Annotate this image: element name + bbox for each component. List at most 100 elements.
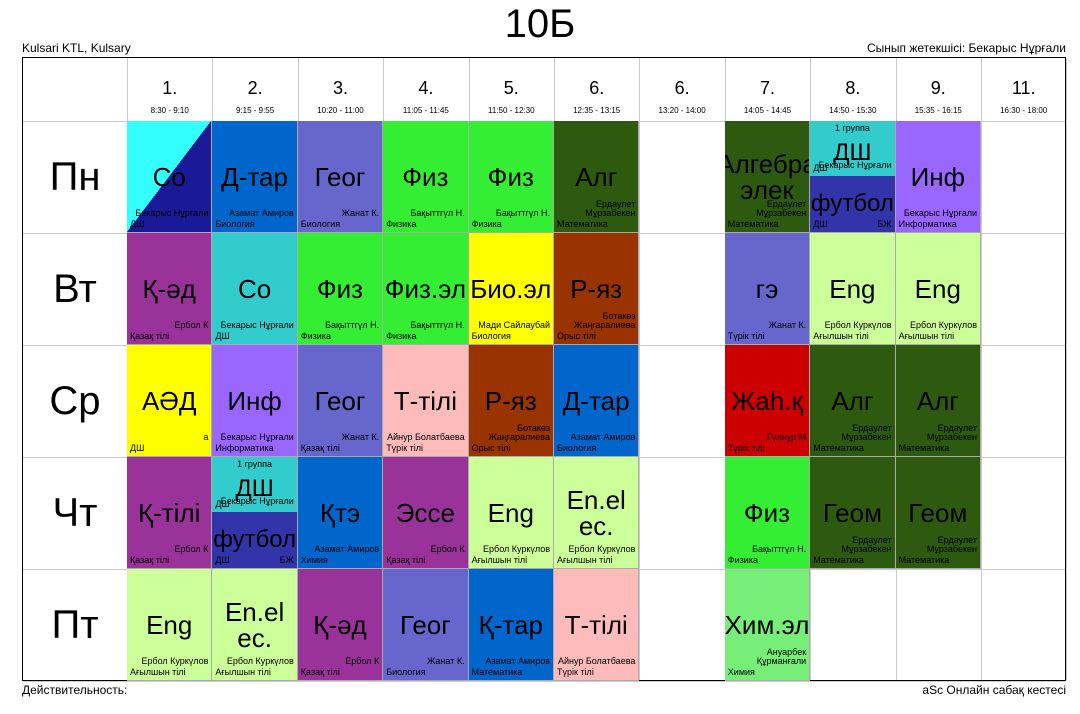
lesson-teacher: Бақыттгүл Н. [495, 208, 550, 218]
lesson-cell[interactable]: Эссе Ербол К Қазақ тілі [383, 457, 469, 569]
lesson-cell[interactable]: Со Бекарыс Нұрғали ДШ [127, 121, 213, 233]
lesson-cell[interactable]: Геог Жанат К. Биология [297, 121, 384, 233]
lesson-cell[interactable]: Жаһ.қ Гүлнұр М Түрік тілі [724, 345, 811, 457]
split-lesson-cell[interactable]: 1 группа ДШ Бекарыс Нұрғали ДШ футбол БЖ ДШ [810, 121, 896, 233]
lesson-teacher: Жанат К. [341, 432, 380, 442]
lesson-cell[interactable]: Eng Ербол Куркүлов Ағылшын тілі [895, 233, 981, 345]
lesson-cell[interactable]: Геом Ердаулет Мұрзабекен Математика [895, 457, 981, 569]
lesson-room: Қазақ тілі [300, 667, 340, 677]
lesson-subject: Со [152, 161, 186, 192]
lesson-room: Физика [300, 331, 331, 341]
lesson-cell[interactable]: Алг Ердаулет Мұрзабекен Математика [895, 345, 981, 457]
day-label: Чт [52, 490, 98, 535]
lesson-teacher: Ербол Куркүлов [483, 544, 550, 554]
lesson-cell[interactable]: Т-тілі Айнур Болатбаева Түрік тілі [554, 569, 640, 681]
group-lesson-bottom[interactable]: футбол БЖ ДШ [212, 512, 297, 568]
lesson-cell[interactable]: Р-яз Ботакөз Жаңгаралиева Орыс тілі [554, 233, 640, 345]
period-header: 5. 11:50 - 12:30 [469, 58, 554, 121]
lesson-cell[interactable]: Т-тілі Айнур Болатбаева Түрік тілі [383, 345, 469, 457]
lesson-room: Информатика [898, 219, 957, 229]
lesson-cell[interactable]: Физ Бақыттгүл Н. Физика [724, 457, 811, 569]
period-time: 14:50 - 15:30 [829, 106, 877, 115]
lesson-cell[interactable]: Физ Бақыттгүл Н. Физика [297, 233, 384, 345]
period-number: 5. [503, 78, 519, 98]
lesson-cell[interactable]: Инф Бекарыс Нұрғали Информатика [212, 345, 298, 457]
lesson-teacher: Азамат Амиров [229, 208, 294, 218]
group-lesson-top[interactable]: 1 группа ДШ Бекарыс Нұрғали ДШ [212, 457, 297, 512]
period-number: 6. [674, 78, 690, 98]
lesson-room: Түрік тілі [727, 331, 765, 341]
lesson-cell[interactable]: Физ.эл Бақыттгүл Н. Физика [383, 233, 469, 345]
lesson-room: ДШ [215, 499, 230, 509]
lesson-cell[interactable]: Eng Ербол Куркүлов Ағылшын тілі [810, 233, 896, 345]
lesson-cell[interactable]: Қ-тілі Ербол К Қазақ тілі [127, 457, 213, 569]
lesson-cell[interactable]: Қ-әд Ербол К Қазақ тілі [297, 569, 384, 681]
lesson-room: Ағылшын тілі [215, 667, 271, 677]
period-time: 14:05 - 14:45 [743, 106, 792, 115]
lesson-room: Химия [300, 555, 328, 565]
lesson-subject: Физ [743, 497, 791, 528]
lesson-cell[interactable]: En.el ec. Ербол Куркүлов Ағылшын тілі [212, 569, 298, 681]
period-header: 7. 14:05 - 14:45 [725, 58, 810, 121]
lesson-cell[interactable]: Алг Ердаулет Мұрзабекен Математика [554, 121, 640, 233]
lesson-room: ДШ [215, 555, 230, 565]
lesson-cell[interactable]: Геом Ердаулет Мұрзабекен Математика [810, 457, 896, 569]
lesson-teacher: Ануарбек Құрманғали [756, 647, 807, 666]
lesson-teacher: Ербол К [174, 320, 209, 330]
lesson-cell[interactable]: гэ Жанат К. Түрік тілі [724, 233, 811, 345]
lesson-subject: En.el ec. [566, 484, 626, 541]
grid-column-line [981, 58, 982, 680]
lesson-cell[interactable]: Хим.эл Ануарбек Құрманғали Химия [724, 569, 811, 681]
lesson-room: Қазақ тілі [386, 555, 426, 565]
lesson-cell[interactable]: Физ Бақыттгүл Н. Физика [383, 121, 469, 233]
lesson-subject: En.el ec. [224, 596, 285, 653]
period-time: 13:20 - 14:00 [658, 106, 706, 115]
lesson-cell[interactable]: Инф Бекарыс Нұрғали Информатика [895, 121, 981, 233]
grid-column-line [639, 58, 641, 680]
lesson-subject: футбол [810, 190, 894, 217]
lesson-subject: Алгебра элек [725, 148, 809, 205]
lesson-subject: Алг [575, 161, 618, 192]
lesson-room: Математика [813, 443, 864, 453]
lesson-subject: Эссе [395, 497, 455, 528]
lesson-cell[interactable]: АӘД а ДШ [127, 345, 213, 457]
lesson-teacher: Азамат Амиров [314, 544, 380, 554]
validity-label: Действительность: [22, 683, 128, 697]
lesson-cell[interactable]: Қ-тар Азамат Амиров Математика [468, 569, 554, 681]
lesson-room: Математика [727, 219, 779, 229]
lesson-room: Математика [557, 219, 608, 229]
lesson-teacher: а [203, 432, 209, 442]
group-lesson-top[interactable]: 1 группа ДШ Бекарыс Нұрғали ДШ [810, 121, 895, 176]
class-teacher: Сынып жетекшісі: Бекарыс Нұрғали [866, 41, 1066, 55]
lesson-teacher: Бақыттгүл Н. [325, 320, 380, 330]
lesson-cell[interactable]: Р-яз Ботакөз Жаңгаралиева Орыс тілі [468, 345, 554, 457]
lesson-cell[interactable]: Eng Ербол Куркүлов Ағылшын тілі [127, 569, 213, 681]
lesson-cell[interactable]: Алг Ердаулет Мұрзабекен Математика [810, 345, 896, 457]
period-number: 8. [845, 78, 861, 98]
period-time: 11:50 - 12:30 [488, 106, 535, 115]
lesson-cell[interactable]: Био.эл Мади Сайлаубай Биология [468, 233, 554, 345]
lesson-cell[interactable]: Геог Жанат К. Биология [383, 569, 469, 681]
lesson-room: Биология [471, 331, 511, 341]
group-lesson-bottom[interactable]: футбол БЖ ДШ [810, 176, 895, 232]
lesson-cell[interactable]: Физ Бақыттгүл Н. Физика [468, 121, 554, 233]
lesson-room: ДШ [215, 331, 230, 341]
lesson-room: ДШ [130, 443, 145, 453]
split-lesson-cell[interactable]: 1 группа ДШ Бекарыс Нұрғали ДШ футбол БЖ ДШ [212, 457, 298, 569]
lesson-room: Физика [386, 219, 417, 229]
lesson-cell[interactable]: En.el ec. Ербол Куркүлов Ағылшын тілі [554, 457, 640, 569]
lesson-cell[interactable]: Қ-әд Ербол К Қазақ тілі [127, 233, 213, 345]
lesson-cell[interactable]: Eng Ербол Куркүлов Ағылшын тілі [468, 457, 554, 569]
lesson-subject: Жаһ.қ [731, 385, 803, 416]
lesson-cell[interactable]: Геог Жанат К. Қазақ тілі [297, 345, 384, 457]
lesson-cell[interactable]: Д-тар Азамат Амиров Биология [212, 121, 298, 233]
lesson-teacher: Бекарыс Нұрғали [220, 496, 294, 506]
lesson-cell[interactable]: Д-тар Азамат Амиров Биология [554, 345, 640, 457]
lesson-cell[interactable]: Қтэ Азамат Амиров Химия [297, 457, 384, 569]
lesson-subject: Хим.эл [724, 609, 810, 640]
timetable-grid: 1. 8:30 - 9:10 2. 9:15 - 9:55 3. 10:20 - 11:0… [22, 57, 1068, 682]
lesson-cell[interactable]: Со Бекарыс Нұрғали ДШ [212, 233, 298, 345]
lesson-subject: Eng [914, 273, 961, 304]
lesson-room: Ағылшын тілі [557, 555, 613, 565]
